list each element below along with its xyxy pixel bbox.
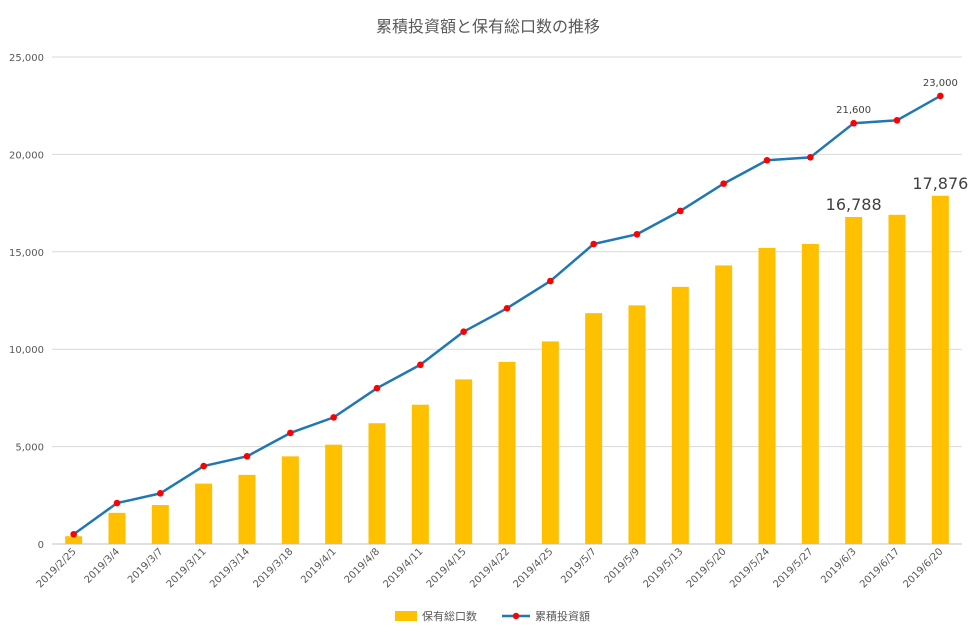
data-label: 23,000 <box>923 78 958 89</box>
line-point <box>720 180 727 187</box>
bar <box>758 247 776 545</box>
line-point <box>503 304 511 312</box>
bar <box>628 305 646 544</box>
x-tick-label: 2019/5/20 <box>685 546 729 590</box>
bar <box>671 286 689 544</box>
x-tick-label: 2019/4/15 <box>425 546 469 590</box>
y-tick-label: 20,000 <box>9 150 44 161</box>
x-tick-label: 2019/4/1 <box>299 546 339 586</box>
x-tick-label: 2019/6/17 <box>858 546 902 590</box>
x-tick-label: 2019/5/9 <box>603 546 643 586</box>
bar <box>845 216 863 544</box>
x-tick-label: 2019/3/7 <box>126 546 166 586</box>
line-point <box>287 429 294 437</box>
legend-swatch-marker <box>512 612 520 620</box>
line-point <box>70 530 77 538</box>
x-tick-label: 2019/4/8 <box>343 546 383 586</box>
line-point <box>330 414 337 421</box>
x-tick-label: 2019/6/3 <box>819 546 859 586</box>
line-point <box>200 462 207 470</box>
data-labels: 16,788 17,876 21,600 23,000 <box>826 78 969 214</box>
bar <box>281 456 299 544</box>
bar <box>238 474 256 544</box>
line-point <box>373 384 381 392</box>
x-tick-label: 2019/3/14 <box>208 546 252 590</box>
bar <box>108 512 126 544</box>
bar <box>931 195 949 544</box>
x-tick-label: 2019/4/25 <box>511 546 555 590</box>
x-tick-label: 2019/3/18 <box>251 546 295 590</box>
x-tick-label: 2019/5/13 <box>641 546 685 590</box>
line-point <box>460 328 467 335</box>
y-tick-label: 5,000 <box>15 443 44 454</box>
line-point <box>113 499 121 507</box>
data-label: 21,600 <box>836 105 871 116</box>
y-tick-label: 0 <box>38 540 44 551</box>
x-tick-label: 2019/5/27 <box>771 546 815 590</box>
x-tick-label: 2019/3/4 <box>83 546 123 586</box>
bar <box>151 505 169 544</box>
bar <box>541 341 559 544</box>
y-tick-label: 25,000 <box>9 53 44 64</box>
bar <box>65 536 83 544</box>
line-point <box>633 230 641 238</box>
chart-title: 累積投資額と保有総口数の推移 <box>376 17 600 36</box>
x-tick-label: 2019/3/11 <box>165 546 209 590</box>
bar <box>195 483 213 544</box>
bar <box>325 444 343 544</box>
y-tick-label: 15,000 <box>9 248 44 259</box>
data-label: 17,876 <box>912 174 968 193</box>
line-point <box>417 361 424 369</box>
legend-swatch-bars <box>395 611 417 621</box>
line-point <box>807 154 814 161</box>
bar <box>888 214 906 544</box>
legend-label-bars: 保有総口数 <box>422 609 477 623</box>
legend-label-line: 累積投資額 <box>535 609 590 623</box>
x-tick-label: 2019/5/24 <box>728 546 772 590</box>
bar-series <box>65 195 949 545</box>
y-tick-label: 10,000 <box>9 345 44 356</box>
line-series <box>70 92 944 538</box>
bar <box>368 423 386 544</box>
bar <box>801 244 819 544</box>
x-axis-ticks: 2019/2/25 2019/3/4 2019/3/7 2019/3/11 2019/3… <box>35 546 946 590</box>
line-point <box>157 490 164 497</box>
x-tick-label: 2019/4/22 <box>468 546 512 590</box>
line-point <box>590 240 597 248</box>
bar <box>411 404 429 544</box>
data-label: 16,788 <box>826 195 882 214</box>
legend: 保有総口数 累積投資額 <box>395 609 590 623</box>
line-point <box>677 207 684 215</box>
line-point <box>243 453 251 460</box>
bar <box>715 265 733 544</box>
bar <box>498 361 516 544</box>
line-point <box>937 92 944 100</box>
line-point <box>763 156 771 164</box>
x-tick-label: 2019/6/20 <box>901 546 945 590</box>
y-axis-ticks: 0 5,000 10,000 15,000 20,000 25,000 <box>9 53 44 551</box>
line-point <box>850 119 857 127</box>
x-tick-label: 2019/2/25 <box>35 546 79 590</box>
x-tick-label: 2019/4/11 <box>381 546 425 590</box>
bar <box>455 379 473 544</box>
bar <box>585 313 603 544</box>
x-tick-label: 2019/5/7 <box>559 546 599 586</box>
line-point <box>893 117 901 124</box>
line-point <box>547 277 554 285</box>
